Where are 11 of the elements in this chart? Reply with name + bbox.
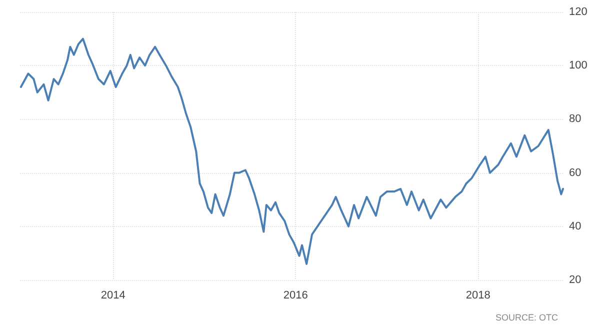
y-tick-label: 20: [569, 274, 582, 286]
x-tick-label: 2014: [100, 290, 126, 302]
y-tick-label: 120: [569, 6, 588, 18]
y-tick-label: 60: [569, 166, 582, 179]
y-tick-label: 80: [569, 113, 582, 126]
y-tick-label: 100: [569, 60, 588, 72]
source-note: SOURCE: OTC: [495, 312, 558, 322]
x-tick-label: 2018: [466, 290, 490, 302]
line-series: [20, 38, 564, 265]
y-tick-label: 40: [569, 220, 582, 232]
x-tick-label: 2016: [283, 290, 308, 302]
